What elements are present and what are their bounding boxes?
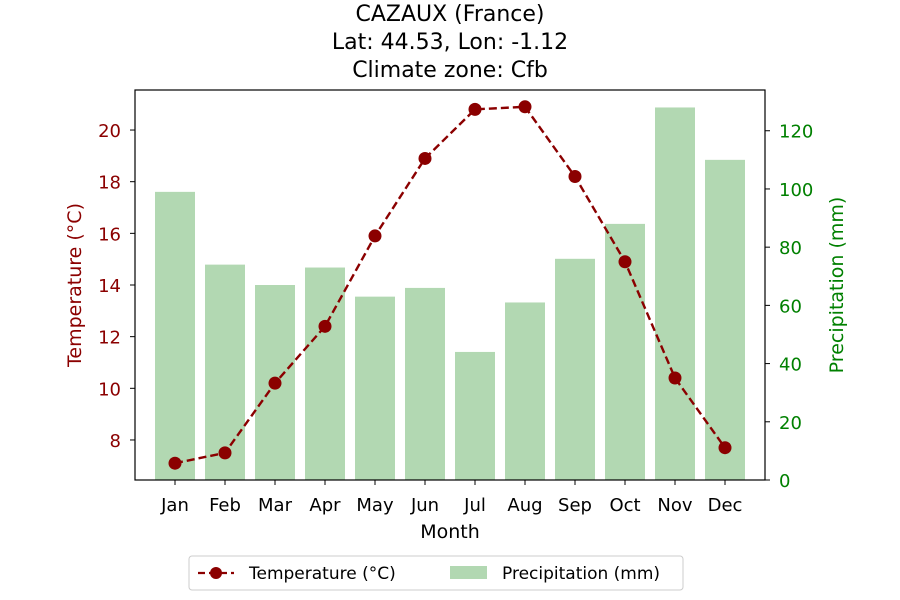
- x-tick-label-dec: Dec: [708, 495, 743, 516]
- y-axis-left-label: Temperature (°C): [64, 203, 86, 368]
- x-tick-label-nov: Nov: [657, 495, 692, 516]
- chart-subtitle-coordinates: Lat: 44.53, Lon: -1.12: [332, 30, 568, 55]
- temperature-point-jun: [418, 151, 432, 165]
- temperature-point-mar: [268, 376, 282, 390]
- y-left-tick-label-14: 14: [98, 276, 121, 297]
- y-left-tick-label-10: 10: [98, 379, 121, 400]
- temperature-point-sep: [568, 170, 582, 184]
- x-tick-label-oct: Oct: [609, 495, 640, 516]
- x-axis: Jan Feb Mar Apr May Jun Jul Aug Sep Oct Nov Dec: [160, 480, 742, 516]
- y-right-tick-label-20: 20: [779, 413, 802, 434]
- temperature-point-aug: [518, 100, 532, 114]
- chart-subtitle-climate-zone: Climate zone: Cfb: [352, 58, 548, 83]
- precipitation-bar-jan: [155, 191, 195, 481]
- precipitation-bar-dec: [705, 159, 745, 480]
- precipitation-bar-nov: [655, 107, 695, 481]
- temperature-point-jul: [468, 102, 482, 116]
- legend-precipitation-swatch: [450, 566, 487, 579]
- x-tick-label-feb: Feb: [209, 495, 241, 516]
- y-axis-left: 8 10 12 14 16 18 20: [98, 121, 135, 452]
- chart-title: CAZAUX (France): [355, 2, 544, 27]
- precipitation-bar-apr: [305, 267, 345, 480]
- x-tick-label-jun: Jun: [410, 495, 439, 516]
- temperature-point-may: [368, 229, 382, 243]
- y-left-tick-label-18: 18: [98, 173, 121, 194]
- legend-temperature-marker: [210, 567, 222, 579]
- y-left-tick-label-12: 12: [98, 328, 121, 349]
- y-right-tick-label-120: 120: [779, 122, 813, 143]
- precipitation-bar-feb: [205, 264, 245, 480]
- precipitation-bar-may: [355, 296, 395, 480]
- x-tick-label-apr: Apr: [309, 495, 341, 516]
- y-left-tick-label-20: 20: [98, 121, 121, 142]
- precipitation-bar-sep: [555, 258, 595, 480]
- x-tick-label-may: May: [356, 495, 394, 516]
- x-tick-label-sep: Sep: [558, 495, 592, 516]
- x-tick-label-jul: Jul: [463, 495, 486, 516]
- temperature-line: [168, 100, 732, 470]
- legend-box: [188, 555, 684, 591]
- precipitation-bar-jul: [455, 351, 495, 480]
- precipitation-bar-aug: [505, 302, 545, 480]
- legend-temperature-label: Temperature (°C): [248, 564, 396, 584]
- temperature-point-jan: [168, 456, 182, 470]
- precipitation-bars: [155, 107, 745, 481]
- legend-precipitation-label: Precipitation (mm): [502, 564, 660, 584]
- y-right-tick-label-40: 40: [779, 355, 802, 376]
- y-right-tick-label-100: 100: [779, 180, 813, 201]
- y-right-tick-label-80: 80: [779, 238, 802, 259]
- x-tick-label-mar: Mar: [258, 495, 293, 516]
- y-axis-right: 0 20 40 60 80 100 120: [765, 122, 813, 492]
- temperature-point-dec: [718, 441, 732, 455]
- temperature-point-apr: [318, 319, 332, 333]
- temperature-point-oct: [618, 255, 632, 269]
- precipitation-bar-jun: [405, 287, 445, 480]
- x-tick-label-jan: Jan: [160, 495, 189, 516]
- x-axis-label: Month: [420, 521, 480, 543]
- y-left-tick-label-8: 8: [110, 431, 121, 452]
- temperature-point-nov: [668, 371, 682, 385]
- y-right-tick-label-0: 0: [779, 471, 790, 492]
- temperature-series-line: [174, 105, 726, 465]
- y-left-tick-label-16: 16: [98, 224, 121, 245]
- x-tick-label-aug: Aug: [507, 495, 542, 516]
- y-axis-right-label: Precipitation (mm): [826, 197, 848, 374]
- y-right-tick-label-60: 60: [779, 296, 802, 317]
- temperature-point-feb: [218, 446, 232, 460]
- legend: Temperature (°C) Precipitation (mm): [188, 555, 684, 591]
